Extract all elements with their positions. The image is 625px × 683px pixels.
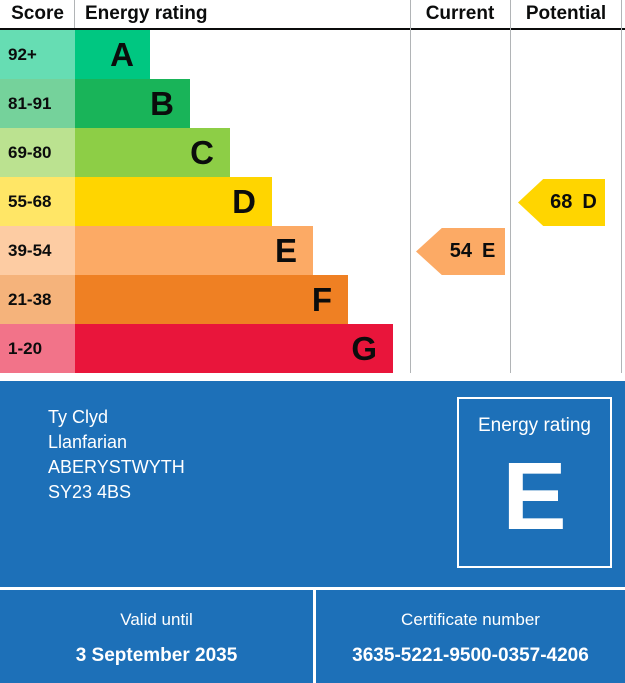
energy-rating-chart: Score Energy rating Current Potential 92… <box>0 0 625 373</box>
band-bar: B <box>75 79 190 128</box>
band-score-range: 69-80 <box>0 128 75 177</box>
band-bar: G <box>75 324 393 373</box>
band-rows: 92+ A 81-91 B 69-80 C 55-68 D 39-54 E 21… <box>0 30 625 373</box>
address-line: ABERYSTWYTH <box>48 457 185 477</box>
band-row: 69-80 C <box>0 128 625 177</box>
band-bar: D <box>75 177 272 226</box>
valid-until-panel: Valid until 3 September 2035 <box>0 590 313 683</box>
chart-right-border <box>621 0 622 373</box>
band-letter: F <box>311 281 332 318</box>
chart-header: Score Energy rating Current Potential <box>0 0 625 30</box>
current-column-divider <box>410 0 411 373</box>
score-column-header: Score <box>11 3 64 24</box>
certificate-summary: Ty Clyd Llanfarian ABERYSTWYTH SY23 4BS … <box>0 381 625 683</box>
band-row: 1-20 G <box>0 324 625 373</box>
address-line: Llanfarian <box>48 432 128 452</box>
band-score-range: 55-68 <box>0 177 75 226</box>
energy-rating-box: Energy rating E <box>457 397 612 568</box>
band-score-range: 92+ <box>0 30 75 79</box>
score-column-divider <box>74 0 75 28</box>
potential-column-divider <box>510 0 511 373</box>
band-letter: G <box>351 330 377 367</box>
band-row: 81-91 B <box>0 79 625 128</box>
band-letter: E <box>274 232 297 269</box>
band-row: 55-68 D <box>0 177 625 226</box>
band-letter: C <box>190 134 214 171</box>
current-column-header: Current <box>425 3 495 24</box>
address-line: Ty Clyd <box>48 407 109 427</box>
current-score-value: 54 <box>449 240 472 262</box>
energy-rating-value: E <box>502 442 567 550</box>
band-row: 39-54 E <box>0 226 625 275</box>
certificate-number-panel: Certificate number 3635-5221-9500-0357-4… <box>316 590 625 683</box>
band-row: 92+ A <box>0 30 625 79</box>
band-row: 21-38 F <box>0 275 625 324</box>
energy-rating-column-header: Energy rating <box>85 3 208 24</box>
summary-footer-divider <box>0 587 625 590</box>
property-address: Ty Clyd Llanfarian ABERYSTWYTH SY23 4BS <box>48 405 185 505</box>
band-score-range: 21-38 <box>0 275 75 324</box>
certificate-number-value: 3635-5221-9500-0357-4206 <box>352 645 589 666</box>
certificate-footer: Valid until 3 September 2035 Certificate… <box>0 590 625 683</box>
band-score-range: 1-20 <box>0 324 75 373</box>
valid-until-value: 3 September 2035 <box>75 645 238 666</box>
band-score-range: 39-54 <box>0 226 75 275</box>
band-score-range: 81-91 <box>0 79 75 128</box>
band-bar: C <box>75 128 230 177</box>
potential-rating-letter: D <box>582 191 597 213</box>
band-bar: E <box>75 226 313 275</box>
certificate-number-label: Certificate number <box>401 610 540 629</box>
band-bar: F <box>75 275 348 324</box>
footer-panel-divider <box>313 590 316 683</box>
address-line: SY23 4BS <box>48 482 132 502</box>
energy-rating-box-label: Energy rating <box>477 415 591 436</box>
summary-top: Ty Clyd Llanfarian ABERYSTWYTH SY23 4BS … <box>0 381 625 587</box>
band-bar: A <box>75 30 150 79</box>
potential-score-value: 68 <box>550 191 573 213</box>
band-letter: B <box>150 85 174 122</box>
valid-until-label: Valid until <box>120 610 193 629</box>
band-letter: A <box>110 36 134 73</box>
current-rating-letter: E <box>481 240 496 262</box>
band-letter: D <box>232 183 256 220</box>
potential-column-header: Potential <box>525 3 607 24</box>
